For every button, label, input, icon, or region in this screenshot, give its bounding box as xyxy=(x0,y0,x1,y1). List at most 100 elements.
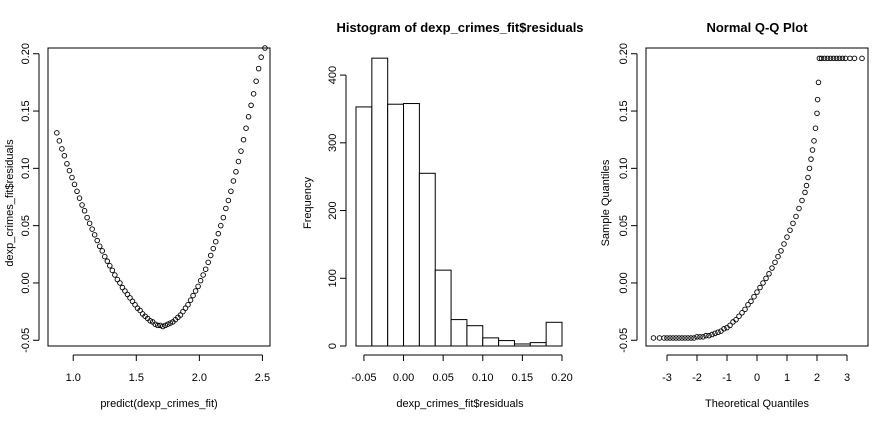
data-point xyxy=(154,322,161,329)
data-point xyxy=(74,188,80,195)
data-point xyxy=(56,138,63,144)
data-point xyxy=(682,335,688,341)
data-point xyxy=(757,284,763,291)
histogram-bar xyxy=(466,325,484,347)
y-tick-label: -0.05 xyxy=(618,328,630,353)
x-axis: -0.05 0.00 0.05 0.10 0.15 0.20 xyxy=(351,354,573,384)
data-point xyxy=(107,263,113,269)
y-tick-label: 0.10 xyxy=(618,158,630,179)
data-point xyxy=(679,335,685,341)
data-point xyxy=(218,222,224,229)
histogram-bar xyxy=(434,269,452,347)
histogram-bar xyxy=(403,103,420,347)
residuals-vs-fitted-panel: 1.0 1.5 2.0 2.5 -0.05 0.00 0.05 0.10 0.15 0.20 p… xyxy=(4,43,271,410)
data-point xyxy=(670,335,676,341)
data-point xyxy=(661,335,667,341)
histogram-bar xyxy=(450,319,468,347)
histogram-bar xyxy=(355,106,373,347)
data-point xyxy=(96,243,103,250)
data-point xyxy=(751,293,757,300)
y-axis: 0 100 200 300 400 xyxy=(327,66,347,349)
data-point xyxy=(667,335,673,341)
y-axis-title: Sample Quantiles xyxy=(600,159,612,246)
data-point xyxy=(243,125,249,131)
data-point xyxy=(215,230,222,237)
x-tick-label: -3 xyxy=(662,372,672,384)
data-point xyxy=(79,202,85,208)
data-point xyxy=(117,280,123,286)
data-point xyxy=(167,320,174,326)
data-point xyxy=(790,220,796,227)
data-point xyxy=(806,165,813,172)
y-axis-title: Frequency xyxy=(302,177,314,229)
x-tick-label: 2.5 xyxy=(255,372,270,384)
data-point xyxy=(71,181,78,188)
data-point xyxy=(805,174,811,181)
data-point xyxy=(129,298,136,305)
data-point xyxy=(197,277,204,284)
data-point xyxy=(114,276,121,283)
data-point xyxy=(796,205,802,212)
x-tick-label: 1.0 xyxy=(66,372,81,384)
data-point xyxy=(202,266,209,272)
x-tick-label: 0.00 xyxy=(393,372,414,384)
data-point xyxy=(760,280,766,286)
data-point xyxy=(165,321,171,327)
x-tick-label: 2.0 xyxy=(192,372,207,384)
data-point xyxy=(255,65,262,72)
data-point xyxy=(59,146,65,152)
y-axis-title: dexp_crimes_fit$residuals xyxy=(4,139,16,267)
data-point xyxy=(89,226,95,232)
data-point xyxy=(262,45,268,51)
data-point xyxy=(706,332,712,339)
data-point xyxy=(824,55,831,62)
data-point xyxy=(160,323,166,330)
data-point xyxy=(192,288,199,294)
data-point xyxy=(54,130,60,136)
data-point xyxy=(833,55,840,62)
data-point xyxy=(802,189,808,196)
data-point xyxy=(238,148,244,154)
histogram-bar xyxy=(513,343,531,347)
data-point xyxy=(763,275,769,282)
histogram-bar xyxy=(418,172,436,347)
data-point xyxy=(228,188,234,195)
data-point xyxy=(656,335,663,341)
data-point xyxy=(81,208,88,214)
data-point xyxy=(102,253,108,260)
data-point xyxy=(207,252,214,259)
x-tick-label: 1.5 xyxy=(129,372,144,384)
y-tick-label: 100 xyxy=(327,269,339,287)
data-point xyxy=(119,284,126,291)
y-axis: -0.05 0.00 0.05 0.10 0.15 0.20 xyxy=(20,43,40,353)
histogram-bar xyxy=(371,57,389,347)
data-point xyxy=(190,292,196,299)
data-point xyxy=(808,156,814,162)
x-tick-label: 0.15 xyxy=(512,372,533,384)
histogram-bar xyxy=(545,321,563,347)
x-tick-label: -0.05 xyxy=(351,372,376,384)
data-point xyxy=(742,306,748,313)
data-point xyxy=(778,248,784,254)
data-point xyxy=(745,301,751,308)
qq-plot-title: Normal Q-Q Plot xyxy=(706,20,808,35)
data-point xyxy=(213,238,219,245)
data-point xyxy=(250,91,257,97)
data-point xyxy=(187,297,194,303)
y-tick-label: 0.00 xyxy=(618,272,630,293)
data-point xyxy=(818,55,825,62)
x-axis-title: dexp_crimes_fit$residuals xyxy=(396,398,524,410)
data-point xyxy=(122,288,128,294)
y-tick-label: 0 xyxy=(327,343,339,349)
data-point xyxy=(132,301,138,308)
data-point xyxy=(664,335,670,341)
x-tick-label: 0.05 xyxy=(432,372,453,384)
y-tick-label: 0.20 xyxy=(20,43,32,64)
data-point xyxy=(709,331,715,338)
data-point xyxy=(127,295,133,301)
data-point xyxy=(76,195,83,201)
plot-frame xyxy=(645,47,869,347)
y-tick-label: 0.15 xyxy=(618,100,630,121)
data-point xyxy=(84,214,90,221)
